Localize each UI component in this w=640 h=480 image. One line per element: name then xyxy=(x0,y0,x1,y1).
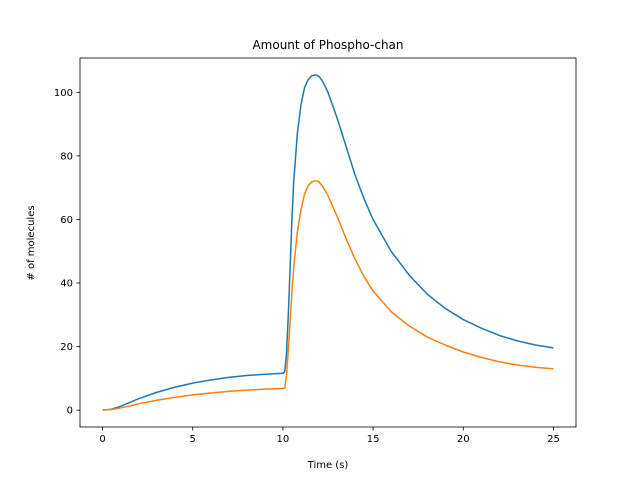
x-axis: 0 5 10 15 20 25 xyxy=(99,427,560,445)
x-tick-label: 5 xyxy=(190,434,196,445)
chart-title: Amount of Phospho-chan xyxy=(252,38,403,52)
x-axis-label: Time (s) xyxy=(307,460,349,471)
series-line-1 xyxy=(102,74,554,411)
x-tick-label: 10 xyxy=(277,434,290,445)
x-tick-label: 25 xyxy=(547,434,560,445)
x-tick-label: 0 xyxy=(99,434,105,445)
y-tick-label: 80 xyxy=(60,151,73,162)
y-tick-label: 20 xyxy=(60,342,73,353)
y-tick-label: 60 xyxy=(60,215,73,226)
y-axis-label: # of molecules xyxy=(26,205,37,280)
y-tick-label: 0 xyxy=(67,406,73,417)
plot-frame xyxy=(79,57,577,428)
y-axis: 0 20 40 60 80 100 xyxy=(54,88,80,417)
x-tick-label: 20 xyxy=(457,434,470,445)
y-tick-label: 100 xyxy=(54,88,73,99)
x-tick-label: 15 xyxy=(367,434,380,445)
series-layer xyxy=(102,74,554,411)
series-line-2 xyxy=(102,179,554,411)
y-tick-label: 40 xyxy=(60,279,73,290)
